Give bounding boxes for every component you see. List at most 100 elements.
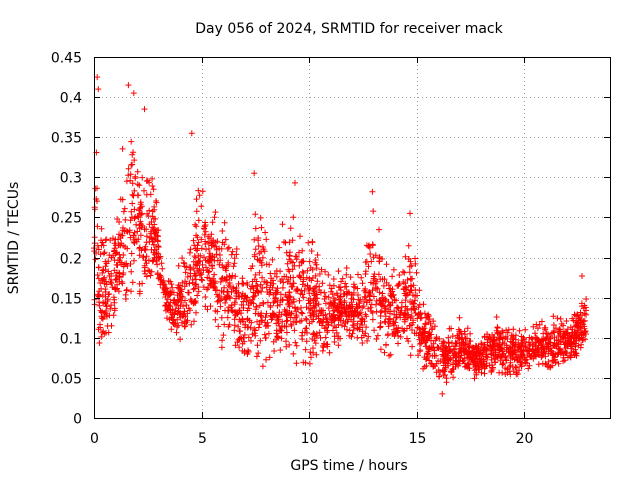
data-point [193,309,199,316]
data-point [200,284,207,291]
data-point [224,245,231,252]
data-point [131,206,138,213]
data-point [245,334,252,341]
data-point [290,280,297,287]
data-point [580,332,587,339]
data-point [391,296,398,303]
data-point [177,336,184,343]
data-point [284,297,291,304]
data-point [127,217,134,224]
data-point [175,282,182,289]
data-point [116,257,123,264]
y-tick-label: 0.2 [60,252,82,268]
data-point [344,326,350,333]
data-point [499,329,506,336]
data-point [382,297,389,304]
data-point [202,228,209,235]
data-point [97,280,104,286]
data-point [257,214,264,221]
data-point [389,273,396,280]
data-point [136,290,143,297]
data-point [445,357,452,364]
data-point [206,235,213,242]
data-point [568,339,575,346]
data-point [255,243,262,249]
data-point [469,354,476,361]
data-point [160,281,167,288]
chart-title: Day 056 of 2024, SRMTID for receiver mac… [195,21,503,37]
data-point [410,303,417,310]
data-point [444,352,451,359]
data-point [575,342,582,349]
data-point [319,322,325,329]
data-point [262,314,269,321]
data-point [108,302,115,309]
data-point [287,225,294,232]
data-point [376,226,382,233]
data-point [303,316,310,323]
data-point [381,276,388,283]
data-point [448,369,455,376]
data-point [281,239,287,245]
data-point [239,280,246,287]
y-tick-label: 0.05 [51,372,82,388]
data-point [302,315,309,322]
data-point [493,337,500,344]
data-point [154,261,161,268]
data-point [265,330,272,337]
data-point [197,252,204,259]
data-point [444,360,451,367]
data-point [494,330,501,337]
data-point [94,74,101,81]
data-point [249,263,256,269]
data-point [479,351,486,358]
data-point [551,328,558,335]
data-point [256,269,263,276]
data-point [392,330,399,337]
data-point [198,203,205,210]
data-point [224,288,231,295]
data-point [486,334,493,341]
data-point [365,243,372,250]
data-point [230,263,237,270]
data-point [286,253,293,260]
data-point [258,224,265,231]
data-point [168,326,175,333]
data-point [134,228,141,235]
data-point [341,323,348,330]
data-point [562,345,569,351]
data-point [292,319,299,326]
data-point [183,302,190,309]
data-point [274,333,281,340]
data-point [286,293,293,300]
data-point [192,299,199,306]
data-point [222,299,229,306]
data-point [175,262,182,269]
data-point [292,253,299,260]
data-point [324,327,331,334]
plot-frame [94,57,611,419]
data-point [328,285,335,292]
data-point [272,290,279,297]
data-point [112,242,119,249]
data-point [518,333,525,340]
data-point [274,302,281,309]
data-point [255,324,262,331]
data-point [220,289,227,296]
data-point [316,329,323,336]
data-point [129,161,136,168]
data-point [516,327,523,334]
data-point [440,338,447,345]
data-point [203,246,209,253]
data-point [143,239,150,246]
data-point [263,322,270,329]
data-point [212,307,219,314]
data-point [189,276,196,283]
data-point [127,234,134,241]
data-point [406,269,413,276]
data-point [493,314,500,320]
data-point [98,333,105,340]
y-tick-label: 0.15 [51,292,82,308]
data-point [151,230,158,237]
data-point [122,244,129,250]
